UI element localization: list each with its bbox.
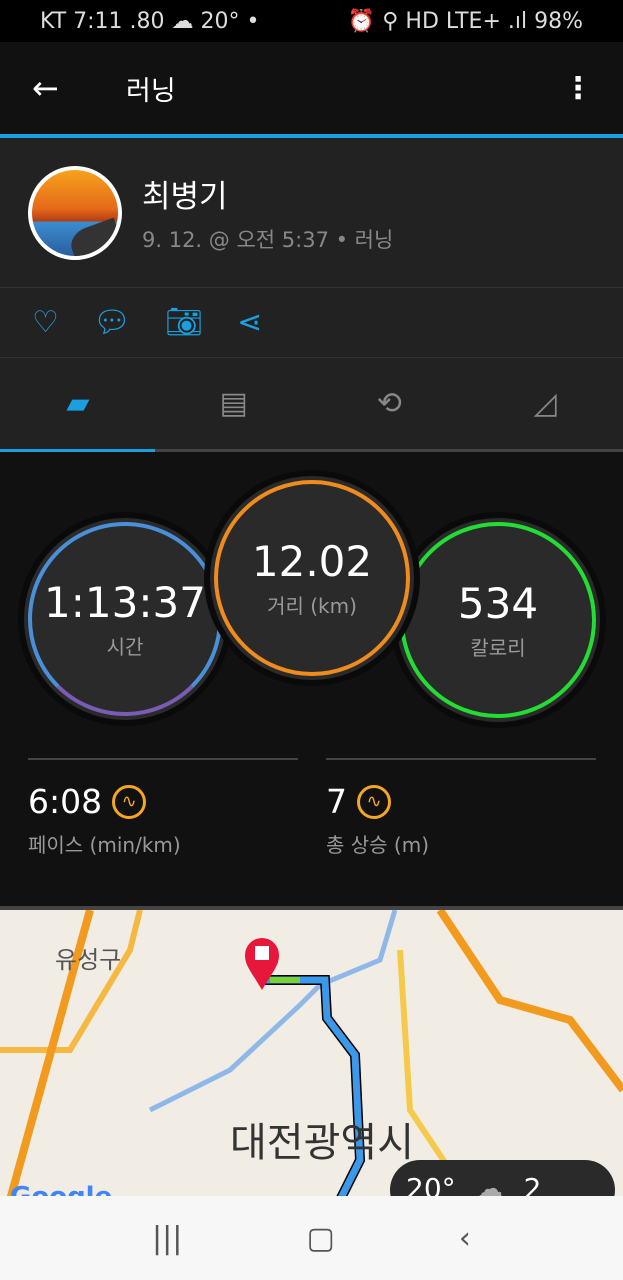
chart-wave-icon[interactable]: ∿ [112, 784, 147, 819]
tab-laps-icon[interactable]: ⟲ [376, 386, 402, 421]
tab-bar: ▰ ▤ ⟲ ◿ [0, 358, 623, 452]
distance-value: 12.02 [251, 537, 373, 586]
more-options-icon[interactable]: ⋮ [563, 70, 593, 106]
map-label-district: 유성구 [55, 946, 122, 974]
user-header: 최병기 9. 12. @ 오전 5:37 • 러닝 [0, 138, 623, 288]
activity-meta: 9. 12. @ 오전 5:37 • 러닝 [142, 228, 394, 252]
tab-charts-icon[interactable]: ◿ [533, 386, 557, 421]
stats-panel: 1:13:37 시간 534 칼로리 12.02 거리 (km) 6:08 ∿ 페… [0, 452, 623, 902]
calories-circle: 534 칼로리 [390, 512, 606, 728]
status-right: ⏰ ⚲ HD LTE+ .ıl 98% [347, 8, 583, 34]
calories-value: 534 [457, 579, 539, 628]
map-label-city: 대전광역시 [230, 1120, 414, 1166]
distance-label: 거리 (km) [267, 594, 357, 618]
home-icon[interactable]: ▢ [306, 1220, 335, 1256]
share-icon[interactable]: ⋖ [237, 305, 263, 340]
action-bar: ♡ 💬︎ 📷︎ ⋖ [0, 288, 623, 358]
route-map[interactable]: 유성구 대전광역시 Google 20° ☁ 2 [0, 906, 623, 1196]
time-label: 시간 [106, 635, 144, 659]
cloud-icon: ☁ [475, 1172, 504, 1196]
ascent-metric: 7 ∿ 총 상승 (m) [326, 758, 596, 858]
pace-label: 페이스 (min/km) [28, 833, 181, 857]
tab-details-icon[interactable]: ▤ [219, 386, 248, 421]
page-title: 러닝 [126, 75, 176, 107]
ascent-value: 7 [326, 782, 347, 821]
calories-label: 칼로리 [470, 636, 526, 660]
avatar[interactable] [28, 165, 122, 260]
like-heart-icon[interactable]: ♡ [32, 305, 59, 340]
weather-widget: 20° ☁ 2 [390, 1160, 615, 1196]
status-left: KT 7:11 .80 ☁ 20° • [40, 8, 260, 34]
add-photo-camera-icon[interactable]: 📷︎ [165, 305, 204, 340]
time-circle: 1:13:37 시간 [18, 512, 232, 726]
pace-metric: 6:08 ∿ 페이스 (min/km) [28, 758, 298, 858]
wind-speed: 2 [523, 1172, 542, 1196]
system-nav-bar: ||| ▢ ‹ [0, 1196, 623, 1280]
user-name: 최병기 [142, 179, 228, 215]
ascent-label: 총 상승 (m) [326, 833, 430, 857]
temperature: 20° [406, 1172, 456, 1196]
google-logo: Google [10, 1182, 112, 1196]
start-pin-icon [245, 938, 279, 990]
time-value: 1:13:37 [44, 578, 206, 627]
app-bar: ← 러닝 ⋮ [0, 42, 623, 138]
recent-apps-icon[interactable]: ||| [152, 1220, 183, 1256]
distance-circle: 12.02 거리 (km) [204, 470, 420, 686]
active-tab-indicator [0, 449, 155, 452]
comment-icon[interactable]: 💬︎ [92, 305, 131, 340]
pace-value: 6:08 [28, 782, 103, 821]
back-icon[interactable]: ‹ [458, 1220, 471, 1256]
chart-wave-icon[interactable]: ∿ [357, 784, 391, 819]
tab-overview-icon[interactable]: ▰ [66, 386, 90, 421]
back-arrow-icon[interactable]: ← [32, 69, 59, 107]
status-bar: KT 7:11 .80 ☁ 20° • ⏰ ⚲ HD LTE+ .ıl 98% [0, 0, 623, 42]
